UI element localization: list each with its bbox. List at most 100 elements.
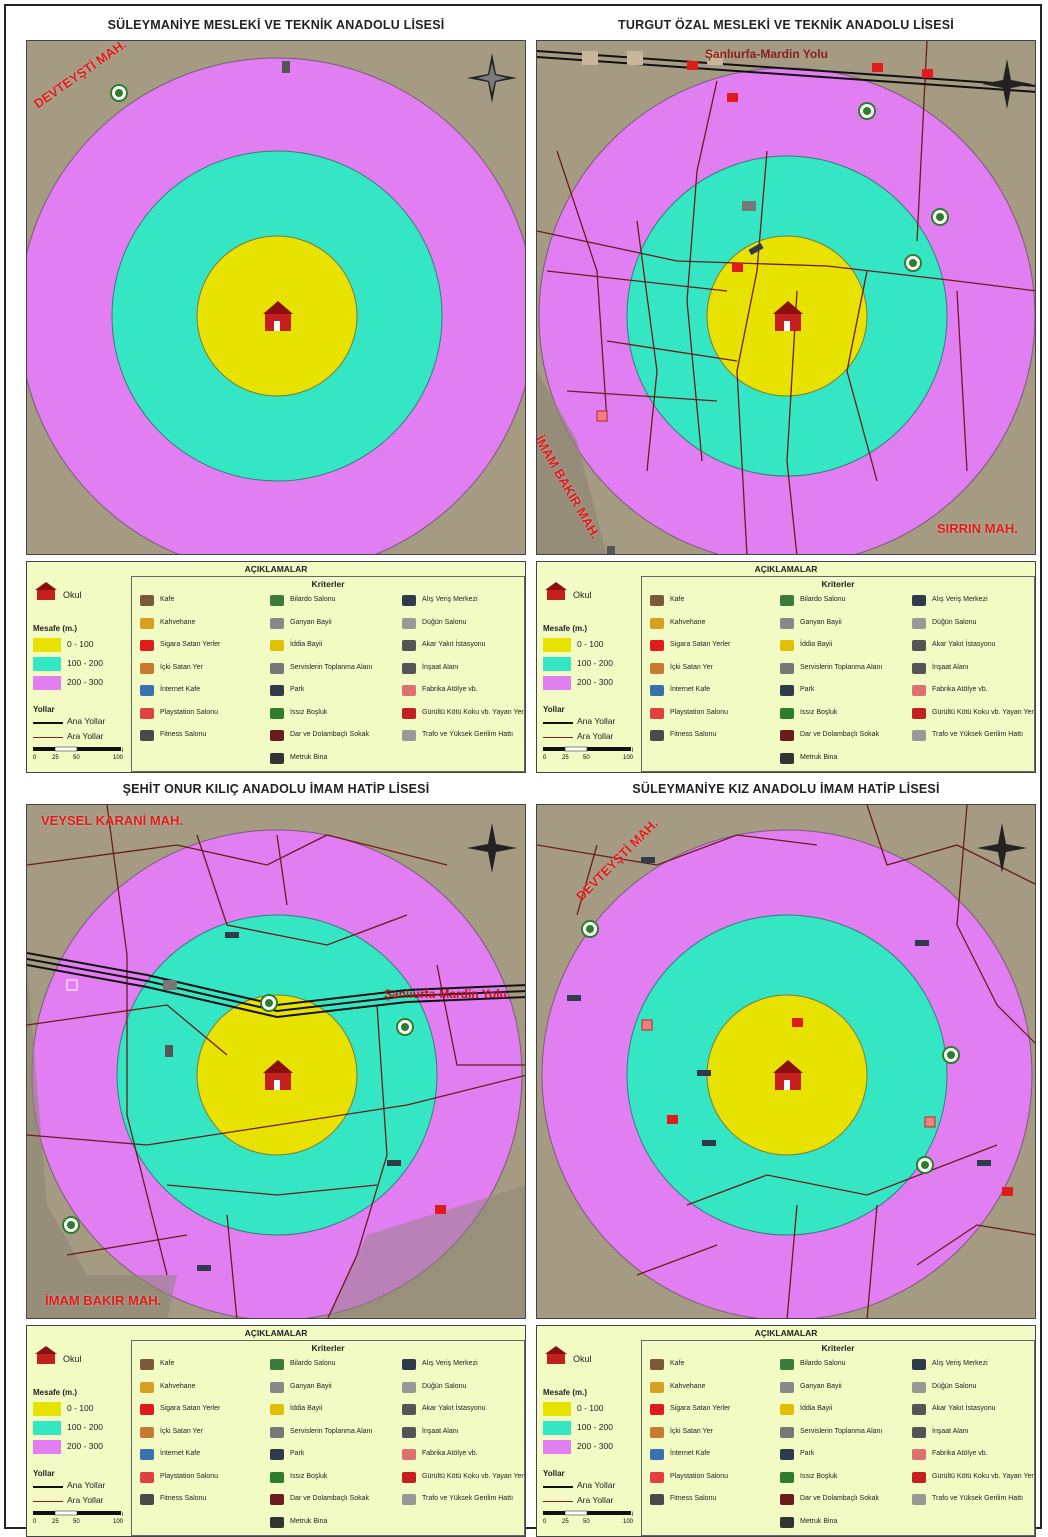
noise-icon	[402, 707, 416, 719]
road-label: Ara Yollar	[577, 731, 614, 741]
cigarette-icon	[667, 1115, 678, 1124]
band-swatch	[33, 638, 61, 652]
band-label: 0 - 100	[577, 639, 604, 649]
minor-road-line	[543, 737, 573, 738]
scale-bar: 0 25 50 100 M	[543, 746, 633, 760]
construction-icon	[402, 1426, 416, 1438]
narrow-street-icon	[780, 730, 794, 741]
criteria-label: Issız Boşluk	[800, 708, 838, 716]
fitness-icon	[140, 730, 154, 741]
criteria-title: Kriterler	[311, 579, 345, 589]
band-label: 0 - 100	[67, 1403, 94, 1413]
band-swatch	[543, 657, 571, 671]
band-swatch	[33, 1421, 61, 1435]
panel-3-map[interactable]: Şanlıurfa-Mardin Yolu VEYSEL KARANİ MAH.…	[26, 804, 526, 1319]
transformer-icon	[282, 61, 290, 73]
panel-4-legend: AÇIKLAMALAR Okul Mesafe (m.) 0 - 100 100…	[536, 1325, 1036, 1537]
internet-cafe-icon	[650, 685, 664, 696]
criteria-label: Fitness Salonu	[160, 1495, 207, 1502]
band-label: 200 - 300	[67, 1441, 103, 1451]
criteria-label: İnternet Kafe	[160, 1450, 201, 1457]
svg-text:0: 0	[33, 755, 37, 760]
minor-roads	[27, 805, 525, 1318]
minor-roads	[537, 41, 1035, 554]
svg-text:M: M	[632, 1512, 633, 1518]
school-icon	[773, 301, 803, 331]
lottery-icon	[780, 640, 794, 651]
park-icon	[270, 1449, 284, 1460]
criteria-label: Düğün Salonu	[932, 1382, 977, 1390]
criteria-label: Park	[800, 1450, 815, 1457]
roads-header: Yollar	[543, 705, 565, 714]
criteria-label: Fabrika Atölye vb.	[932, 1450, 988, 1457]
cafe-icon	[140, 595, 154, 606]
criteria-label: Gürültü Kötü Koku vb. Yayan Yer	[932, 708, 1034, 716]
empty-area-icon	[270, 707, 284, 719]
wedding-hall-icon	[912, 617, 926, 629]
criteria-label: Playstation Salonu	[160, 1472, 218, 1480]
lottery-icon	[270, 640, 284, 651]
criteria-label: İddia Bayii	[800, 641, 833, 648]
alcohol-icon	[650, 1426, 664, 1438]
criteria-label: Sigara Satan Yerler	[670, 1405, 731, 1412]
panel-4-map[interactable]: DEVTEYŞTİ MAH.	[536, 804, 1036, 1319]
band-swatch	[33, 1402, 61, 1416]
svg-text:25: 25	[562, 1519, 569, 1524]
panel-2-map[interactable]: Şanlıurfa-Mardin Yolu İMAM BAKIR MAH. SI…	[536, 40, 1036, 555]
svg-text:100: 100	[623, 1519, 633, 1524]
criteria-label: Kahvehane	[670, 1382, 706, 1390]
svg-text:25: 25	[52, 755, 59, 760]
criteria-label: Sigara Satan Yerler	[160, 641, 221, 648]
band-label: 100 - 200	[67, 1422, 103, 1432]
criteria-label: Playstation Salonu	[670, 1472, 728, 1480]
transformer-icon	[402, 730, 416, 741]
empty-area-icon	[916, 1156, 934, 1174]
cigarette-icon	[435, 1205, 446, 1214]
transformer-icon	[402, 1494, 416, 1505]
criteria-label: Playstation Salonu	[670, 708, 728, 716]
transformer-icon	[912, 730, 926, 741]
scale-bar: 0 25 50 100 M	[33, 1510, 123, 1524]
svg-text:0: 0	[33, 1519, 37, 1524]
billiard-icon	[780, 595, 794, 606]
park-icon	[197, 1265, 211, 1271]
band-swatch	[543, 1402, 571, 1416]
coffeehouse-icon	[650, 617, 664, 629]
park-icon	[697, 1070, 711, 1076]
minor-road-line	[33, 737, 63, 738]
criteria-label: Servislerin Toplanma Alanı	[800, 1427, 883, 1435]
construction-icon	[912, 1426, 926, 1438]
alcohol-icon	[650, 662, 664, 674]
panel-3-legend: AÇIKLAMALAR Okul Mesafe (m.) 0 - 100 100…	[26, 1325, 526, 1537]
criteria-label: İddia Bayii	[290, 641, 323, 648]
criteria-label: Dar ve Dolambaçlı Sokak	[290, 1495, 369, 1502]
criteria-label: Bilardo Salonu	[290, 1360, 336, 1367]
band-swatch	[33, 676, 61, 690]
band-label: 100 - 200	[577, 1422, 613, 1432]
school-label: Okul	[573, 1354, 592, 1364]
panel-1-map[interactable]: DEVTEYŞTİ MAH.	[26, 40, 526, 555]
criteria-label: Düğün Salonu	[422, 618, 467, 626]
road-label: Ara Yollar	[577, 1495, 614, 1505]
distance-header: Mesafe (m.)	[543, 1388, 588, 1397]
criteria-label: İnşaat Alanı	[422, 1427, 459, 1435]
factory-icon	[912, 685, 926, 696]
mall-icon	[912, 595, 926, 606]
criteria-label: Issız Boşluk	[290, 1472, 328, 1480]
band-swatch	[33, 1440, 61, 1454]
cafe-icon	[650, 595, 664, 606]
abandoned-building-icon	[270, 752, 284, 764]
place-label: İMAM BAKIR MAH.	[45, 1293, 162, 1308]
park-icon	[567, 995, 581, 1001]
empty-area-icon	[780, 707, 794, 719]
criteria-label: Kafe	[670, 596, 685, 603]
narrow-street-icon	[270, 1494, 284, 1505]
construction-icon	[402, 662, 416, 674]
svg-text:50: 50	[73, 1519, 80, 1524]
criteria-label: Alış Veriş Merkezi	[422, 596, 478, 603]
factory-icon	[924, 1116, 936, 1128]
roads-header: Yollar	[33, 1469, 55, 1478]
school-icon	[545, 1346, 567, 1364]
empty-area-icon	[581, 920, 599, 938]
lottery-icon	[270, 1404, 284, 1415]
